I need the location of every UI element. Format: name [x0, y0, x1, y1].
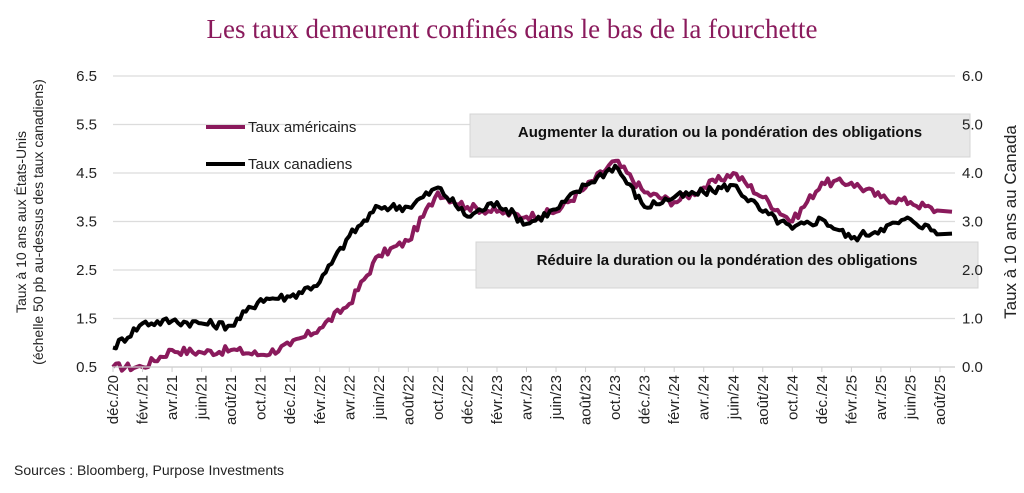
x-tick-label: oct./21 [253, 375, 270, 420]
legend-label-canada: Taux canadiens [248, 156, 352, 173]
x-tick-label: déc./21 [282, 375, 299, 424]
y-left-tick-label: 2.5 [76, 262, 97, 279]
x-tick-label: juin/21 [194, 375, 211, 420]
x-tick-label: févr./22 [312, 375, 329, 424]
annotation-box-increase [469, 113, 971, 158]
y-left-tick-label: 4.5 [76, 165, 97, 182]
y-axis-left: 6.5 5.5 4.5 3.5 2.5 1.5 0.5 [76, 68, 97, 376]
x-tick-label: avr./22 [341, 375, 358, 420]
y-left-tick-label: 5.5 [76, 117, 97, 134]
y-right-tick-label: 4.0 [962, 165, 983, 182]
y-left-tick-label: 0.5 [76, 359, 97, 376]
x-tick-label: juin/25 [902, 375, 919, 420]
x-tick-label: déc./20 [105, 375, 122, 424]
y-right-tick-label: 5.0 [962, 117, 983, 134]
x-tick-label: août/24 [755, 375, 772, 425]
y-right-tick-label: 1.0 [962, 311, 983, 328]
x-axis: déc./20 févr./21 avr./21 juin/21 août/21 oct.… [105, 366, 955, 425]
annotation-reduce-text: Réduire la duration ou la pondération de… [537, 252, 918, 269]
y-axis-right-title: Taux à 10 ans au Canada [1001, 125, 1020, 319]
y-right-tick-label: 3.0 [962, 214, 983, 231]
x-tick-label: avr./21 [164, 375, 181, 420]
y-right-tick-label: 0.0 [962, 359, 983, 376]
x-tick-label: juin/23 [548, 375, 565, 420]
x-tick-label: août/21 [223, 375, 240, 425]
x-tick-label: juin/22 [371, 375, 388, 420]
legend: Taux américains Taux canadiens [206, 119, 356, 173]
y-left-tick-label: 3.5 [76, 214, 97, 231]
y-axis-left-title-line2: (échelle 50 pb au-dessus des taux canadi… [30, 79, 46, 365]
y-axis-left-title-line1: Taux à 10 ans aux États-Unis [13, 131, 29, 313]
x-tick-label: juin/24 [725, 375, 742, 420]
y-right-tick-label: 2.0 [962, 262, 983, 279]
x-tick-label: août/23 [578, 375, 595, 425]
x-tick-label: déc./24 [814, 375, 831, 424]
x-tick-label: déc./22 [459, 375, 476, 424]
x-tick-label: févr./25 [843, 375, 860, 424]
x-tick-label: févr./21 [135, 375, 152, 424]
legend-label-us: Taux américains [248, 119, 356, 136]
annotation-boxes: Augmenter la duration ou la pondération … [469, 113, 979, 289]
y-left-tick-label: 1.5 [76, 311, 97, 328]
y-left-tick-label: 6.5 [76, 68, 97, 85]
x-tick-label: avr./24 [696, 375, 713, 420]
x-tick-label: févr./23 [489, 375, 506, 424]
x-tick-label: déc./23 [637, 375, 654, 424]
x-tick-label: févr./24 [666, 375, 683, 424]
chart-title: Les taux demeurent confinés dans le bas … [206, 14, 818, 44]
annotation-increase-text: Augmenter la duration ou la pondération … [518, 124, 922, 141]
source-note: Sources : Bloomberg, Purpose Investments [14, 462, 285, 478]
series-lines [111, 158, 953, 373]
y-right-tick-label: 6.0 [962, 68, 983, 85]
x-tick-label: août/25 [932, 375, 949, 425]
x-tick-label: avr./25 [873, 375, 890, 420]
x-tick-label: oct./22 [430, 375, 447, 420]
x-tick-label: août/22 [400, 375, 417, 425]
x-tick-label: oct./23 [607, 375, 624, 420]
annotation-box-reduce [475, 241, 979, 289]
y-axis-right: 6.0 5.0 4.0 3.0 2.0 1.0 0.0 [962, 68, 983, 376]
x-tick-label: avr./23 [519, 375, 536, 420]
x-tick-label: oct./24 [784, 375, 801, 420]
